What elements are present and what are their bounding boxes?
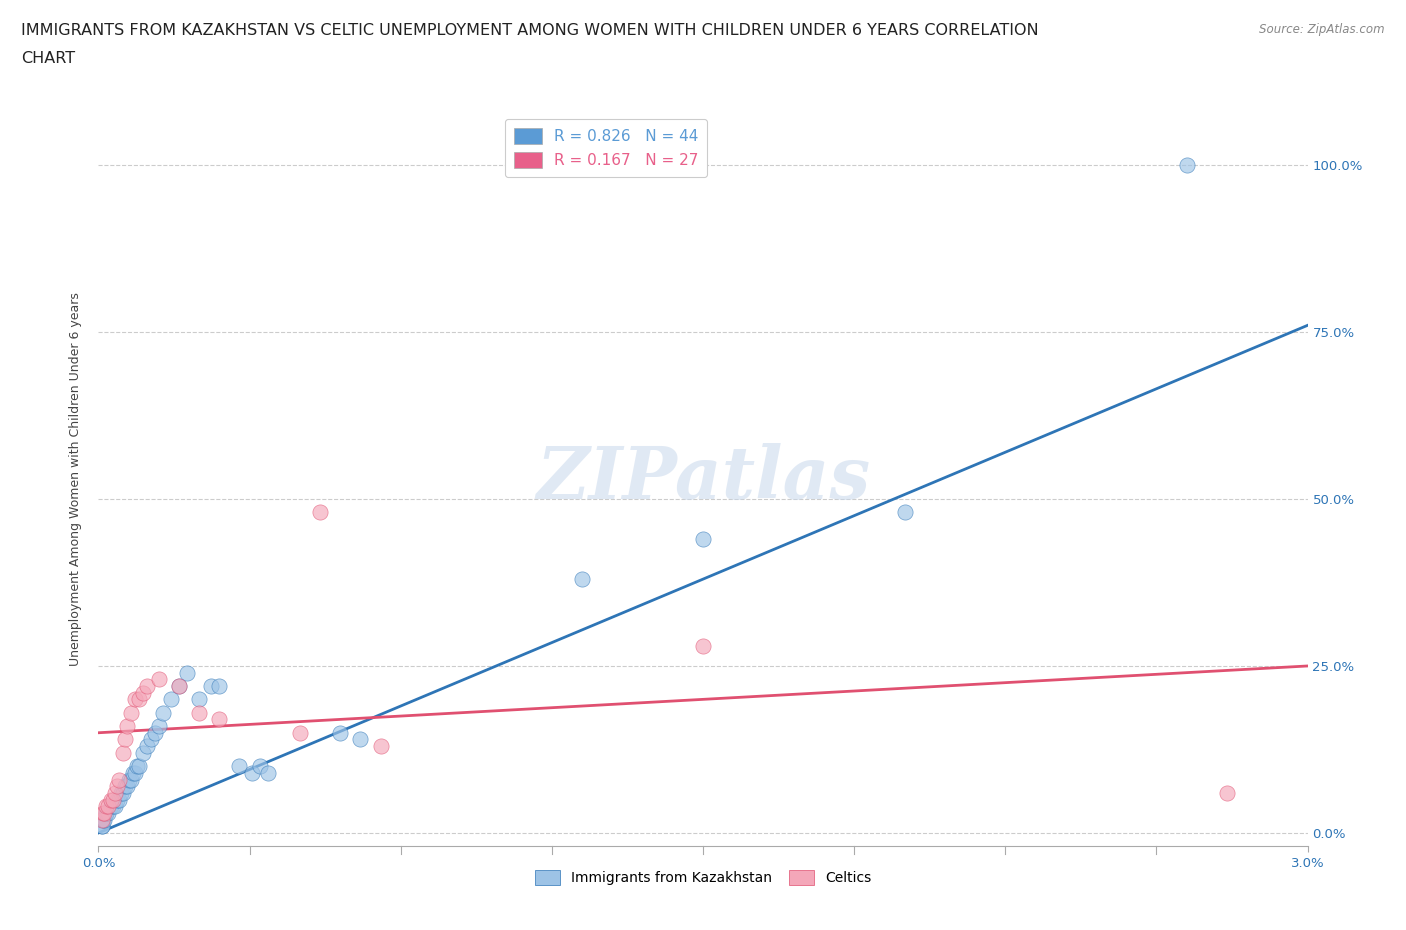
Point: [91, 812, 114, 827]
Point: [100, 799, 122, 814]
Point: [256, 765, 278, 780]
Point: [93, 812, 115, 827]
Point: [139, 732, 162, 747]
Point: [105, 792, 128, 807]
Point: [128, 759, 150, 774]
Point: [97, 799, 120, 814]
Point: [91, 805, 114, 820]
Point: [692, 639, 714, 654]
Point: [188, 705, 211, 720]
Point: [105, 778, 128, 793]
Point: [152, 705, 174, 720]
Text: CHART: CHART: [21, 51, 75, 66]
Point: [115, 719, 138, 734]
Point: [208, 679, 231, 694]
Point: [124, 692, 146, 707]
Point: [329, 725, 352, 740]
Point: [188, 692, 211, 707]
Point: [692, 532, 714, 547]
Point: [1175, 157, 1198, 172]
Y-axis label: Unemployment Among Women with Children Under 6 years: Unemployment Among Women with Children U…: [69, 292, 83, 666]
Point: [97, 805, 120, 820]
Point: [167, 679, 190, 694]
Point: [240, 765, 263, 780]
Point: [111, 786, 134, 801]
Point: [96, 805, 118, 820]
Point: [208, 712, 231, 727]
Point: [111, 745, 134, 760]
Point: [249, 759, 271, 774]
Point: [309, 505, 332, 520]
Point: [167, 679, 190, 694]
Point: [120, 772, 142, 787]
Point: [91, 818, 114, 833]
Point: [893, 505, 915, 520]
Point: [100, 792, 122, 807]
Point: [200, 679, 222, 694]
Point: [90, 818, 112, 833]
Point: [132, 685, 155, 700]
Point: [96, 799, 118, 814]
Point: [132, 745, 155, 760]
Point: [118, 772, 141, 787]
Point: [101, 792, 124, 807]
Point: [94, 805, 117, 820]
Point: [1216, 786, 1239, 801]
Point: [370, 738, 392, 753]
Point: [103, 786, 125, 801]
Point: [125, 759, 148, 774]
Legend: Immigrants from Kazakhstan, Celtics: Immigrants from Kazakhstan, Celtics: [530, 865, 876, 891]
Point: [571, 572, 593, 587]
Point: [288, 725, 311, 740]
Point: [90, 812, 112, 827]
Text: Source: ZipAtlas.com: Source: ZipAtlas.com: [1260, 23, 1385, 36]
Point: [120, 705, 142, 720]
Point: [114, 732, 136, 747]
Point: [160, 692, 183, 707]
Point: [135, 679, 157, 694]
Text: IMMIGRANTS FROM KAZAKHSTAN VS CELTIC UNEMPLOYMENT AMONG WOMEN WITH CHILDREN UNDE: IMMIGRANTS FROM KAZAKHSTAN VS CELTIC UNE…: [21, 23, 1039, 38]
Point: [135, 738, 157, 753]
Point: [228, 759, 250, 774]
Text: ZIPatlas: ZIPatlas: [536, 444, 870, 514]
Point: [101, 799, 124, 814]
Point: [114, 778, 136, 793]
Point: [121, 765, 143, 780]
Point: [107, 772, 129, 787]
Point: [103, 799, 125, 814]
Point: [148, 719, 170, 734]
Point: [93, 805, 115, 820]
Point: [143, 725, 166, 740]
Point: [128, 692, 150, 707]
Point: [115, 778, 138, 793]
Point: [176, 665, 198, 680]
Point: [110, 786, 132, 801]
Point: [124, 765, 146, 780]
Point: [148, 671, 170, 686]
Point: [107, 792, 129, 807]
Point: [349, 732, 371, 747]
